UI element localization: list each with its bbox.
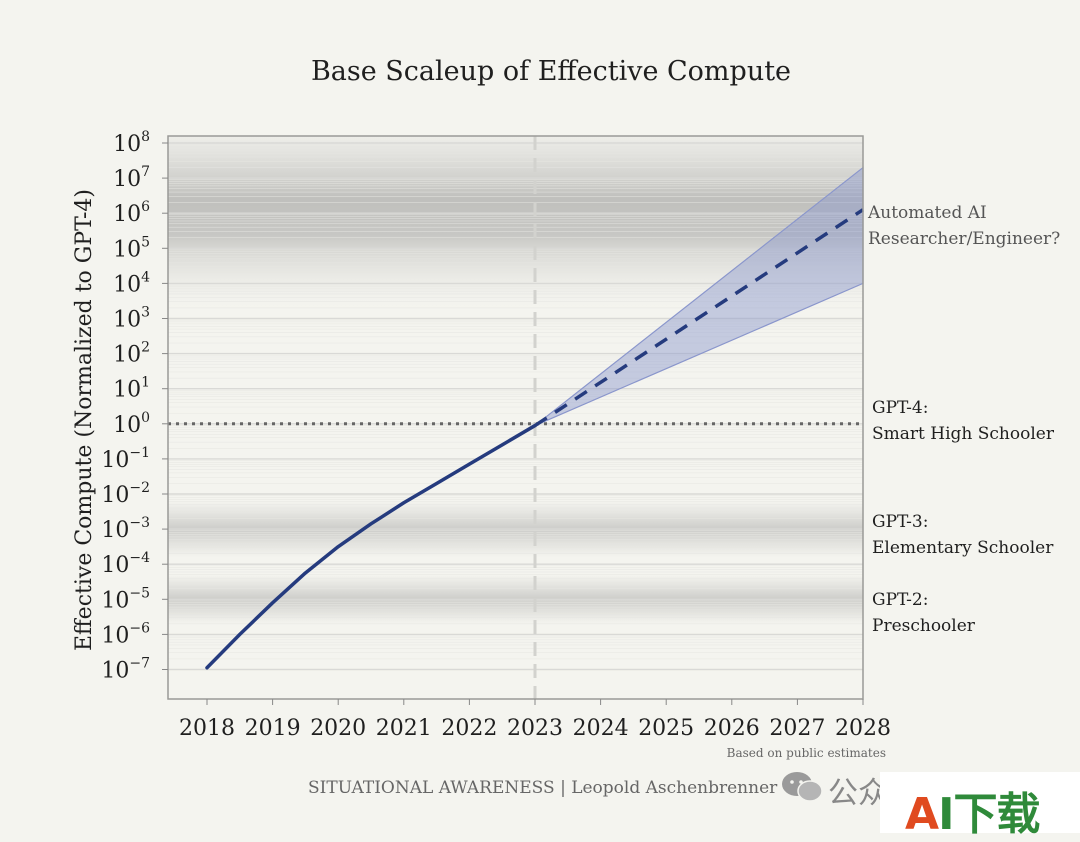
- annotation: GPT-2: Preschooler: [872, 590, 976, 636]
- annotations: Automated AI Researcher/Engineer? GPT-4: Sm…: [867, 203, 1060, 636]
- footer-byline: SITUATIONAL AWARENESS | Leopold Aschenbr…: [308, 778, 778, 798]
- x-tick-label: 2023: [507, 716, 563, 741]
- y-tick-label: 102: [113, 340, 150, 368]
- historical-line: [205, 423, 537, 670]
- annotation-line: Researcher/Engineer?: [868, 229, 1060, 249]
- x-tick-labels: 2018 2019 2020 2021 2022 2023 2024 2025 2026 2027…: [179, 699, 891, 741]
- grid-lines: [168, 142, 863, 671]
- x-tick-label: 2024: [573, 716, 629, 741]
- annotation-line: Smart High Schooler: [872, 424, 1055, 444]
- y-tick-label: 10−1: [101, 445, 150, 473]
- logo-box: [880, 772, 1080, 833]
- x-tick-label: 2028: [835, 716, 891, 741]
- annotation-line: GPT-4:: [872, 398, 928, 418]
- x-tick-label: 2019: [245, 716, 301, 741]
- shaded-bands: [168, 136, 863, 624]
- series-lines: [205, 208, 864, 670]
- y-tick-label: 106: [113, 199, 150, 227]
- annotation: GPT-4: Smart High Schooler: [872, 398, 1055, 444]
- x-tick-label: 2018: [179, 716, 235, 741]
- y-tick-label: 10−4: [101, 550, 150, 578]
- y-tick-label: 108: [113, 129, 150, 157]
- annotation-line: Preschooler: [872, 616, 976, 636]
- wechat-icon: [782, 772, 823, 802]
- y-tick-label: 101: [113, 375, 150, 403]
- annotation-line: Automated AI: [867, 203, 987, 223]
- annotation: Automated AI Researcher/Engineer?: [867, 203, 1060, 249]
- y-tick-label: 104: [113, 269, 150, 297]
- y-tick-labels: 108 107 106 105 104 103 102 101 100 10−1 10−2 10−3 1…: [101, 129, 168, 684]
- annotation-line: Elementary Schooler: [872, 538, 1054, 558]
- source-note: Based on public estimates: [727, 746, 886, 760]
- y-tick-label: 10−2: [101, 480, 150, 508]
- logo-text-cn: 下载: [953, 789, 1040, 840]
- x-tick-label: 2026: [704, 716, 760, 741]
- y-tick-label: 103: [113, 305, 150, 333]
- x-tick-label: 2027: [769, 716, 825, 741]
- y-tick-label: 100: [113, 410, 150, 438]
- x-tick-label: 2025: [638, 716, 694, 741]
- y-tick-label: 10−3: [101, 515, 150, 543]
- x-tick-label: 2020: [310, 716, 366, 741]
- y-tick-label: 10−7: [101, 656, 150, 684]
- annotation-line: GPT-2:: [872, 590, 928, 610]
- plot-frame: [167, 135, 864, 700]
- chart-title: Base Scaleup of Effective Compute: [311, 56, 791, 87]
- site-logo: AI下载: [905, 778, 1040, 842]
- logo-letter-i: I: [938, 789, 954, 840]
- projection-line: [534, 208, 864, 428]
- y-tick-label: 10−5: [101, 585, 150, 613]
- y-axis-label: Effective Compute (Normalized to GPT-4): [72, 189, 97, 651]
- annotation-line: GPT-3:: [872, 512, 928, 532]
- x-tick-label: 2022: [441, 716, 497, 741]
- logo-letter-a: A: [905, 789, 939, 840]
- x-tick-label: 2021: [376, 716, 432, 741]
- watermark-text: 公众号: [828, 776, 888, 811]
- y-tick-label: 10−6: [101, 620, 150, 648]
- y-tick-label: 105: [113, 234, 150, 262]
- y-tick-label: 107: [113, 164, 150, 192]
- annotation: GPT-3: Elementary Schooler: [872, 512, 1054, 558]
